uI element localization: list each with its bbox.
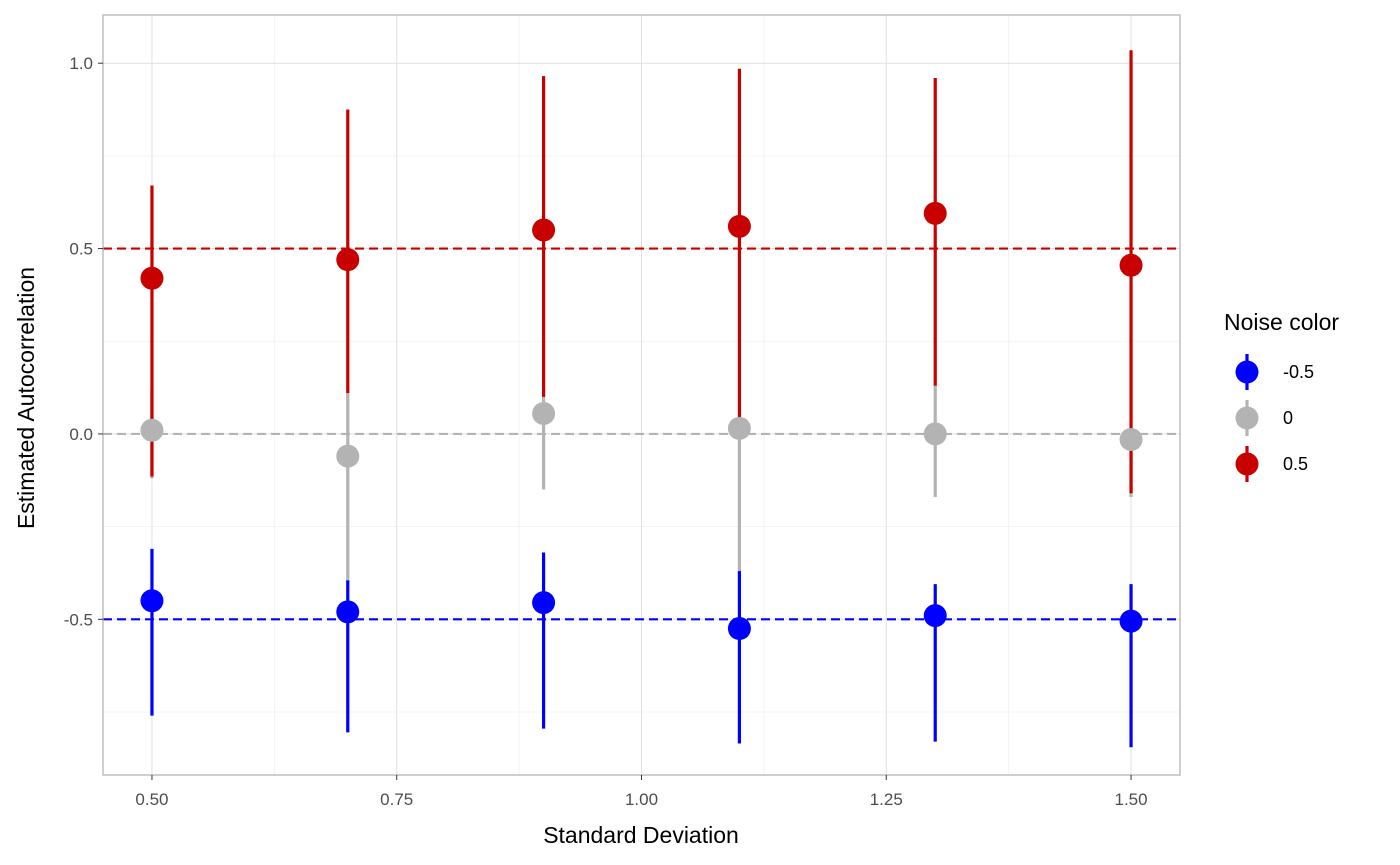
data-point: [532, 591, 556, 615]
data-point: [532, 218, 556, 242]
x-tick-label: 1.00: [625, 790, 658, 809]
legend-label: 0: [1283, 408, 1293, 428]
x-axis-title: Standard Deviation: [543, 822, 739, 848]
x-tick-label: 0.50: [135, 790, 168, 809]
data-point: [532, 402, 556, 426]
data-point: [336, 248, 360, 272]
x-tick-label: 1.50: [1114, 790, 1147, 809]
legend-key-point: [1235, 360, 1259, 384]
legend-key-point: [1235, 406, 1259, 430]
data-point: [923, 422, 947, 446]
data-point: [1119, 427, 1143, 451]
data-point: [727, 214, 751, 238]
data-point: [923, 201, 947, 225]
x-axis: 0.50 0.75 1.00 1.25 1.50: [135, 775, 1148, 809]
reference-lines: [103, 247, 1180, 621]
legend-label: 0.5: [1283, 454, 1308, 474]
y-tick-label: 0.5: [69, 240, 93, 259]
legend-label: -0.5: [1283, 362, 1314, 382]
legend-key-point: [1235, 452, 1259, 476]
data-point: [140, 418, 164, 442]
y-axis-title: Estimated Autocorrelation: [13, 267, 39, 529]
data-point: [1119, 253, 1143, 277]
y-tick-label: -0.5: [64, 610, 93, 629]
y-tick-label: 0.0: [69, 425, 93, 444]
data-point: [140, 589, 164, 613]
data-points: [140, 201, 1143, 641]
data-point: [727, 617, 751, 641]
legend-title: Noise color: [1224, 309, 1339, 335]
y-tick-label: 1.0: [69, 54, 93, 73]
x-tick-label: 1.25: [870, 790, 903, 809]
y-axis: -0.5 0.0 0.5 1.0: [64, 54, 103, 629]
data-point: [140, 266, 164, 290]
data-point: [923, 604, 947, 628]
data-point: [727, 416, 751, 440]
x-tick-label: 0.75: [380, 790, 413, 809]
legend: Noise color -0.5 0 0.5: [1224, 309, 1339, 482]
data-point: [1119, 609, 1143, 633]
data-point: [336, 600, 360, 624]
data-point: [336, 444, 360, 468]
